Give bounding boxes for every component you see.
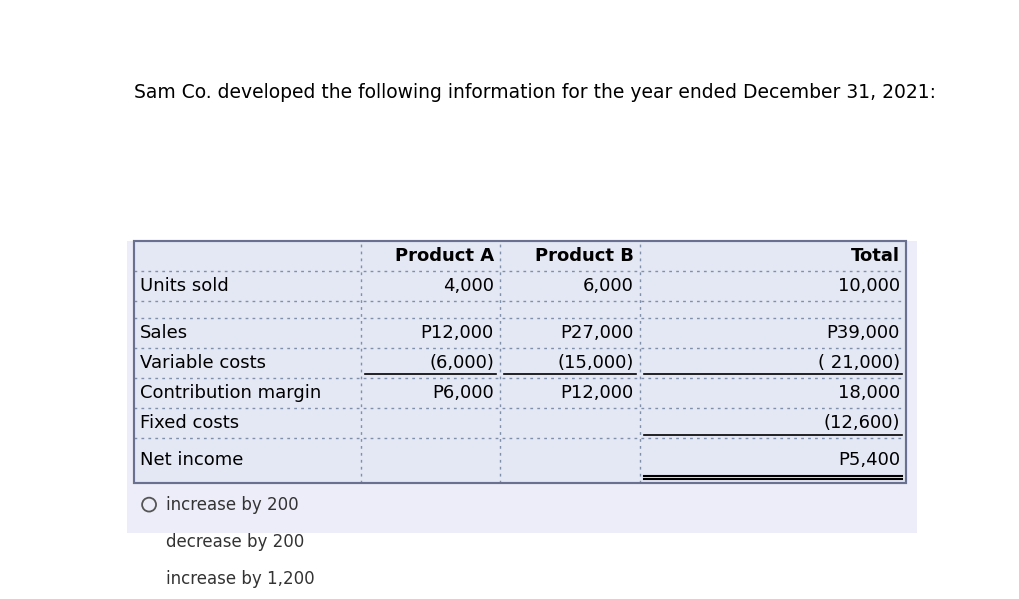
- Text: Sales: Sales: [140, 323, 187, 341]
- Text: P27,000: P27,000: [560, 323, 634, 341]
- Text: (12,600): (12,600): [823, 414, 900, 432]
- Text: P12,000: P12,000: [560, 383, 634, 401]
- Text: 4,000: 4,000: [443, 277, 494, 295]
- Text: Net income: Net income: [140, 451, 244, 470]
- Text: Contribution margin: Contribution margin: [140, 383, 321, 401]
- Bar: [133, 241, 906, 483]
- Text: Total: Total: [851, 247, 900, 265]
- Text: (15,000): (15,000): [557, 353, 634, 371]
- Text: increase by 200: increase by 200: [166, 495, 299, 513]
- Text: Sam Co. developed the following information for the year ended December 31, 2021: Sam Co. developed the following informat…: [133, 83, 935, 102]
- Text: Units sold: Units sold: [140, 277, 228, 295]
- Text: P39,000: P39,000: [826, 323, 900, 341]
- Text: Product B: Product B: [535, 247, 634, 265]
- Text: 18,000: 18,000: [838, 383, 900, 401]
- Text: 6,000: 6,000: [583, 277, 634, 295]
- Text: increase by 1,200: increase by 1,200: [166, 570, 315, 588]
- Text: P12,000: P12,000: [421, 323, 494, 341]
- Text: Fixed costs: Fixed costs: [140, 414, 238, 432]
- Text: Variable costs: Variable costs: [140, 353, 266, 371]
- Text: (6,000): (6,000): [429, 353, 494, 371]
- Text: ( 21,000): ( 21,000): [818, 353, 900, 371]
- Bar: [127, 72, 917, 241]
- Text: P6,000: P6,000: [432, 383, 494, 401]
- Text: Product A: Product A: [394, 247, 494, 265]
- Bar: [127, 241, 917, 533]
- Bar: [133, 241, 906, 483]
- Text: P5,400: P5,400: [838, 451, 900, 470]
- Text: 10,000: 10,000: [838, 277, 900, 295]
- Text: decrease by 200: decrease by 200: [166, 533, 305, 550]
